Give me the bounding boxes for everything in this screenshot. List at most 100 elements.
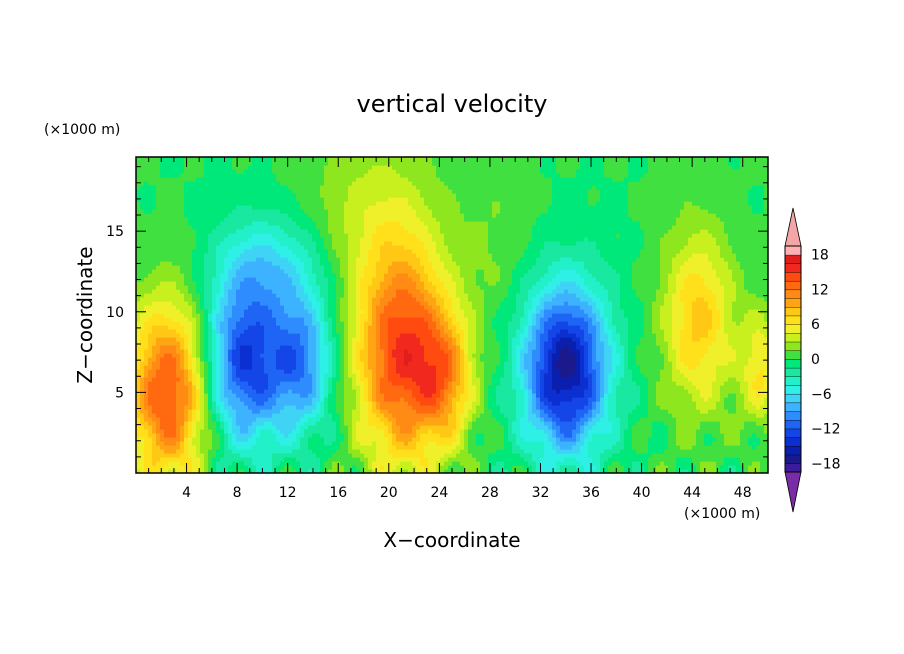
heatmap-cell xyxy=(312,397,317,402)
heatmap-cell xyxy=(200,437,205,442)
heatmap-cell xyxy=(524,465,529,470)
heatmap-cell xyxy=(648,449,653,454)
heatmap-cell xyxy=(460,425,465,430)
heatmap-cell xyxy=(536,421,541,426)
heatmap-cell xyxy=(204,393,209,398)
heatmap-cell xyxy=(664,397,669,402)
heatmap-cell xyxy=(604,361,609,366)
heatmap-cell xyxy=(340,405,345,410)
heatmap-cell xyxy=(536,385,541,390)
heatmap-cell xyxy=(608,441,613,446)
heatmap-cell xyxy=(604,441,609,446)
heatmap-cell xyxy=(668,405,673,410)
heatmap-cell xyxy=(704,373,709,378)
heatmap-cell xyxy=(532,401,537,406)
heatmap-cell xyxy=(304,461,309,466)
heatmap-cell xyxy=(756,389,761,394)
heatmap-cell xyxy=(656,401,661,406)
heatmap-cell xyxy=(200,401,205,406)
heatmap-cell xyxy=(744,361,749,366)
heatmap-cell xyxy=(508,401,513,406)
heatmap-cell xyxy=(440,361,445,366)
heatmap-cell xyxy=(160,385,165,390)
heatmap-cell xyxy=(216,389,221,394)
heatmap-cell xyxy=(428,425,433,430)
heatmap-cell xyxy=(236,429,241,434)
heatmap-cell xyxy=(440,381,445,386)
heatmap-cell xyxy=(672,409,677,414)
heatmap-cell xyxy=(484,441,489,446)
heatmap-cell xyxy=(420,361,425,366)
heatmap-cell xyxy=(432,401,437,406)
heatmap-cell xyxy=(552,429,557,434)
heatmap-cell xyxy=(424,393,429,398)
heatmap-cell xyxy=(304,361,309,366)
heatmap-cell xyxy=(412,437,417,442)
heatmap-cell xyxy=(484,421,489,426)
heatmap-cell xyxy=(232,349,237,354)
heatmap-cell xyxy=(672,393,677,398)
heatmap-cell xyxy=(680,429,685,434)
heatmap-cell xyxy=(216,393,221,398)
heatmap-cell xyxy=(640,465,645,470)
heatmap-cell xyxy=(340,457,345,462)
heatmap-cell xyxy=(576,421,581,426)
heatmap-cell xyxy=(308,377,313,382)
heatmap-cell xyxy=(632,381,637,386)
heatmap-cell xyxy=(216,469,221,473)
heatmap-cell xyxy=(456,445,461,450)
heatmap-cell xyxy=(272,381,277,386)
heatmap-cell xyxy=(404,449,409,454)
heatmap-cell xyxy=(152,461,157,466)
heatmap-cell xyxy=(356,425,361,430)
heatmap-cell xyxy=(652,425,657,430)
heatmap-cell xyxy=(532,397,537,402)
heatmap-cell xyxy=(740,453,745,458)
heatmap-cell xyxy=(544,453,549,458)
heatmap-cell xyxy=(376,445,381,450)
heatmap-cell xyxy=(308,417,313,422)
heatmap-cell xyxy=(564,397,569,402)
heatmap-cell xyxy=(660,377,665,382)
heatmap-cell xyxy=(456,401,461,406)
heatmap-cell xyxy=(224,449,229,454)
heatmap-cell xyxy=(580,457,585,462)
heatmap-cell xyxy=(352,361,357,366)
heatmap-cell xyxy=(640,441,645,446)
heatmap-cell xyxy=(684,441,689,446)
heatmap-cell xyxy=(204,369,209,374)
heatmap-cell xyxy=(304,445,309,450)
heatmap-cell xyxy=(740,433,745,438)
heatmap-cell xyxy=(600,457,605,462)
heatmap-cell xyxy=(276,345,281,350)
heatmap-cell xyxy=(232,433,237,438)
heatmap-cell xyxy=(384,457,389,462)
heatmap-cell xyxy=(384,377,389,382)
heatmap-cell xyxy=(140,345,145,350)
heatmap-cell xyxy=(396,401,401,406)
heatmap-cell xyxy=(136,445,141,450)
heatmap-cell xyxy=(652,409,657,414)
heatmap-cell xyxy=(564,465,569,470)
heatmap-cell xyxy=(652,433,657,438)
heatmap-cell xyxy=(276,441,281,446)
heatmap-cell xyxy=(400,441,405,446)
heatmap-cell xyxy=(592,453,597,458)
heatmap-cell xyxy=(764,389,768,394)
heatmap-cell xyxy=(540,457,545,462)
heatmap-cell xyxy=(252,373,257,378)
heatmap-cell xyxy=(316,373,321,378)
heatmap-cell xyxy=(180,397,185,402)
heatmap-cell xyxy=(256,377,261,382)
heatmap-cell xyxy=(492,381,497,386)
heatmap-cell xyxy=(660,417,665,422)
heatmap-cell xyxy=(248,401,253,406)
heatmap-cell xyxy=(764,409,768,414)
heatmap-cell xyxy=(308,461,313,466)
heatmap-cell xyxy=(624,441,629,446)
heatmap-cell xyxy=(556,409,561,414)
heatmap-cell xyxy=(480,369,485,374)
heatmap-cell xyxy=(524,437,529,442)
heatmap-cell xyxy=(220,345,225,350)
heatmap-cell xyxy=(724,441,729,446)
